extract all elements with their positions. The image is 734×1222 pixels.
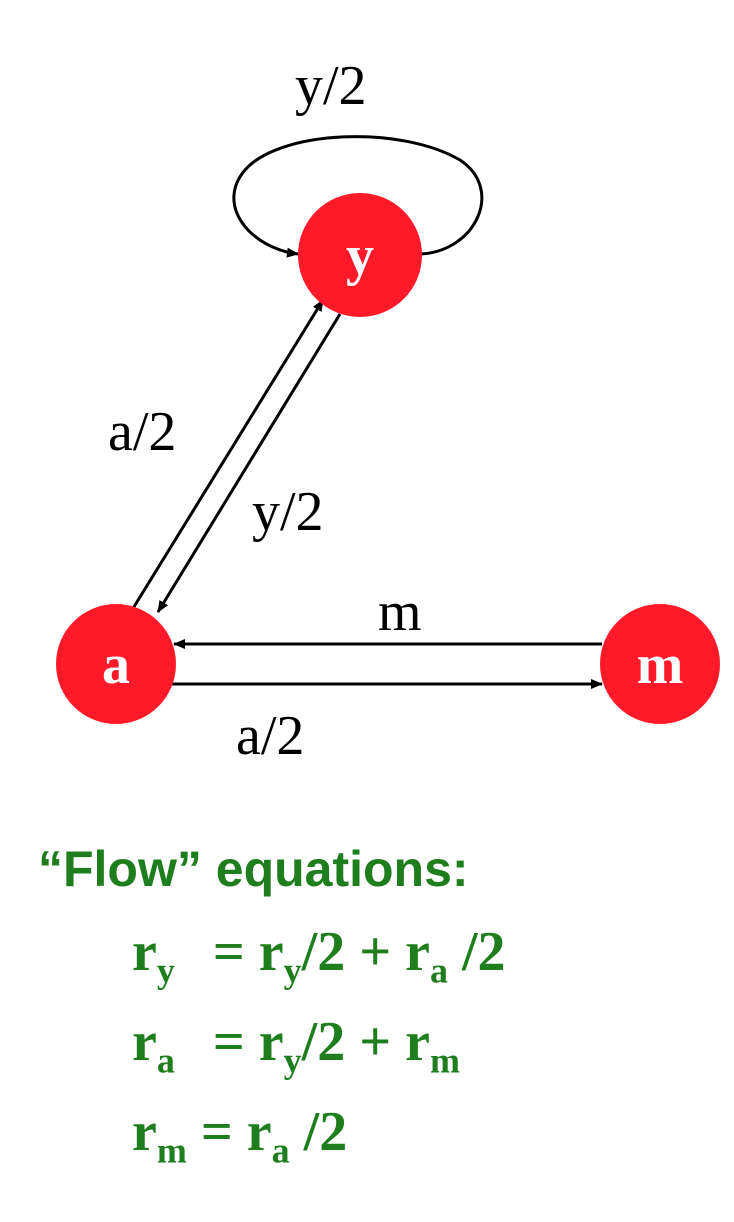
edge-label-y-to-y: y/2 [295,55,367,117]
flow-equations: “Flow” equations: ry = ry/2 + ra /2 ra =… [0,820,734,1220]
graph-diagram: y/2 a/2 y/2 m a/2 y a m [56,55,720,767]
edge-label-a-to-m: a/2 [236,705,304,767]
equations-title: “Flow” equations: [38,841,469,897]
edge-y-to-y [232,135,484,258]
edge-a-to-y [130,299,325,611]
equation-ra: ra = ry/2 + rm [132,1011,460,1081]
node-label-a: a [102,634,130,696]
edge-label-m-to-a: m [378,581,422,643]
edge-y-to-a [156,313,342,613]
equation-ry: ry = ry/2 + ra /2 [132,921,506,991]
edge-label-a-to-y: a/2 [108,401,176,463]
edge-label-y-to-a: y/2 [252,481,324,543]
node-m: m [600,604,720,724]
node-label-y: y [346,225,374,287]
equation-rm: rm = ra /2 [132,1101,348,1171]
node-a: a [56,604,176,724]
node-y: y [298,193,422,317]
node-label-m: m [637,634,684,696]
